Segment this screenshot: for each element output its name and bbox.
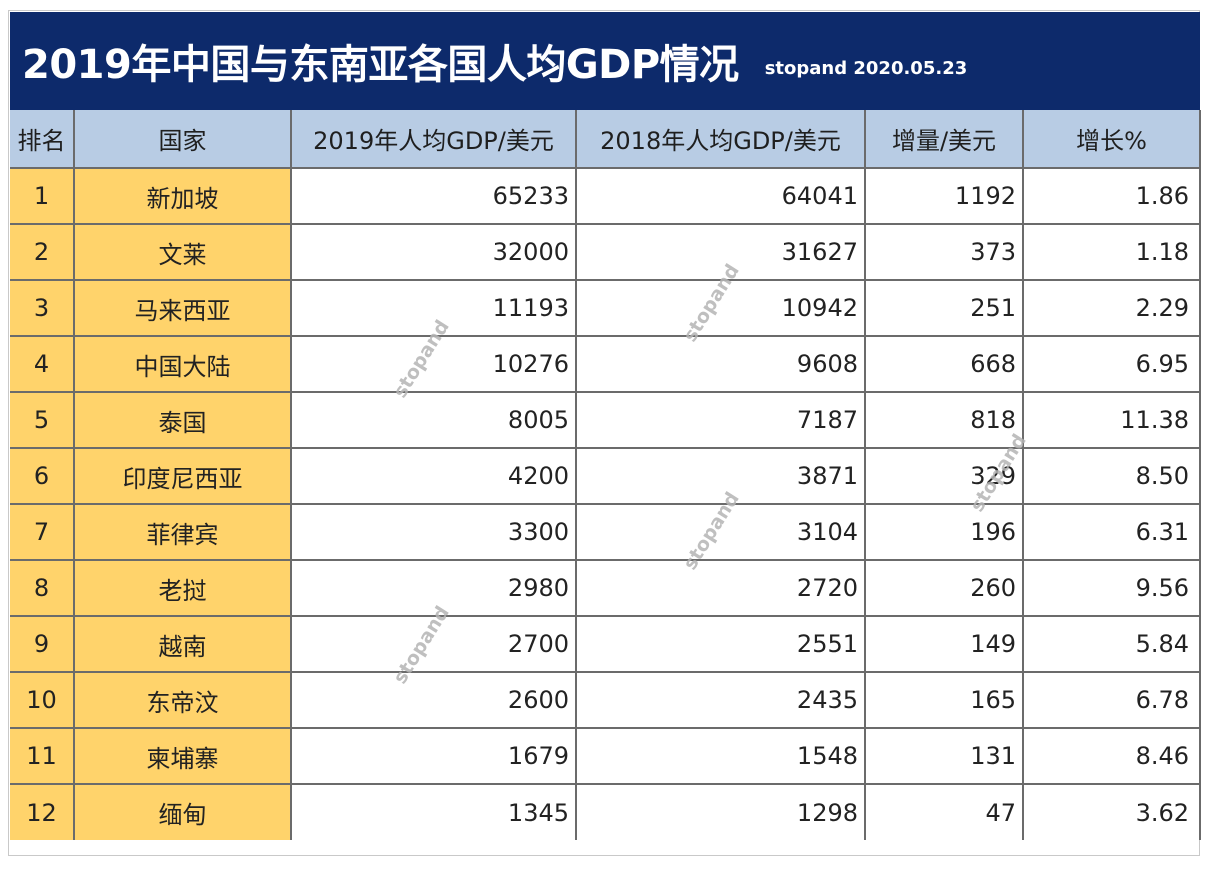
country-cell: 菲律宾: [74, 504, 292, 561]
column-header-increase: 增量/美元: [865, 110, 1024, 169]
table-row: 5 泰国 8005 7187 818 11.38: [10, 392, 1201, 449]
table-row: 12 缅甸 1345 1298 47 3.62: [10, 784, 1201, 840]
gdp-2019-cell: 8005: [291, 392, 577, 449]
increase-cell: 165: [865, 672, 1024, 729]
table-row: 2 文莱 32000 31627 373 1.18: [10, 224, 1201, 281]
growth-cell: 3.62: [1023, 784, 1201, 840]
gdp-2018-cell: 31627: [576, 224, 866, 281]
increase-cell: 131: [865, 728, 1024, 785]
increase-cell: 818: [865, 392, 1024, 449]
country-cell: 老挝: [74, 560, 292, 617]
table-header-row: 排名 国家 2019年人均GDP/美元 2018年人均GDP/美元 增量/美元 …: [10, 110, 1201, 169]
title-bar: 2019年中国与东南亚各国人均GDP情况 stopand 2020.05.23: [10, 12, 1200, 110]
growth-cell: 11.38: [1023, 392, 1201, 449]
gdp-2019-cell: 2600: [291, 672, 577, 729]
country-cell: 马来西亚: [74, 280, 292, 337]
gdp-2019-cell: 10276: [291, 336, 577, 393]
column-header-rank: 排名: [10, 110, 75, 169]
gdp-2018-cell: 1298: [576, 784, 866, 840]
increase-cell: 260: [865, 560, 1024, 617]
table-row: 1 新加坡 65233 64041 1192 1.86: [10, 168, 1201, 225]
growth-cell: 6.95: [1023, 336, 1201, 393]
chart-subtitle: stopand 2020.05.23: [764, 57, 968, 79]
gdp-2019-cell: 3300: [291, 504, 577, 561]
gdp-2018-cell: 2551: [576, 616, 866, 673]
rank-cell: 12: [10, 784, 75, 840]
table-body: 1 新加坡 65233 64041 1192 1.86 2 文莱 32000 3…: [10, 168, 1201, 840]
gdp-2018-cell: 2435: [576, 672, 866, 729]
rank-cell: 11: [10, 728, 75, 785]
rank-cell: 5: [10, 392, 75, 449]
country-cell: 柬埔寨: [74, 728, 292, 785]
rank-cell: 6: [10, 448, 75, 505]
table-row: 11 柬埔寨 1679 1548 131 8.46: [10, 728, 1201, 785]
increase-cell: 329: [865, 448, 1024, 505]
growth-cell: 1.86: [1023, 168, 1201, 225]
gdp-2019-cell: 32000: [291, 224, 577, 281]
rank-cell: 1: [10, 168, 75, 225]
growth-cell: 8.46: [1023, 728, 1201, 785]
table-row: 9 越南 2700 2551 149 5.84: [10, 616, 1201, 673]
column-header-gdp-2019: 2019年人均GDP/美元: [291, 110, 577, 169]
country-cell: 中国大陆: [74, 336, 292, 393]
gdp-2019-cell: 11193: [291, 280, 577, 337]
table-row: 3 马来西亚 11193 10942 251 2.29: [10, 280, 1201, 337]
rank-cell: 7: [10, 504, 75, 561]
gdp-2018-cell: 1548: [576, 728, 866, 785]
growth-cell: 2.29: [1023, 280, 1201, 337]
gdp-2018-cell: 10942: [576, 280, 866, 337]
rank-cell: 2: [10, 224, 75, 281]
table-row: 7 菲律宾 3300 3104 196 6.31: [10, 504, 1201, 561]
column-header-country: 国家: [74, 110, 292, 169]
growth-cell: 1.18: [1023, 224, 1201, 281]
gdp-table: 排名 国家 2019年人均GDP/美元 2018年人均GDP/美元 增量/美元 …: [10, 110, 1201, 840]
rank-cell: 10: [10, 672, 75, 729]
growth-cell: 9.56: [1023, 560, 1201, 617]
growth-cell: 5.84: [1023, 616, 1201, 673]
gdp-2018-cell: 3871: [576, 448, 866, 505]
increase-cell: 196: [865, 504, 1024, 561]
gdp-2018-cell: 64041: [576, 168, 866, 225]
country-cell: 新加坡: [74, 168, 292, 225]
growth-cell: 6.78: [1023, 672, 1201, 729]
increase-cell: 373: [865, 224, 1024, 281]
gdp-2018-cell: 9608: [576, 336, 866, 393]
rank-cell: 3: [10, 280, 75, 337]
gdp-2018-cell: 3104: [576, 504, 866, 561]
table-row: 4 中国大陆 10276 9608 668 6.95: [10, 336, 1201, 393]
rank-cell: 9: [10, 616, 75, 673]
column-header-gdp-2018: 2018年人均GDP/美元: [576, 110, 866, 169]
chart-title: 2019年中国与东南亚各国人均GDP情况: [22, 42, 739, 88]
increase-cell: 668: [865, 336, 1024, 393]
increase-cell: 1192: [865, 168, 1024, 225]
gdp-2018-cell: 2720: [576, 560, 866, 617]
gdp-2019-cell: 4200: [291, 448, 577, 505]
country-cell: 文莱: [74, 224, 292, 281]
gdp-2019-cell: 1679: [291, 728, 577, 785]
table-row: 6 印度尼西亚 4200 3871 329 8.50: [10, 448, 1201, 505]
increase-cell: 47: [865, 784, 1024, 840]
growth-cell: 6.31: [1023, 504, 1201, 561]
rank-cell: 8: [10, 560, 75, 617]
rank-cell: 4: [10, 336, 75, 393]
country-cell: 印度尼西亚: [74, 448, 292, 505]
country-cell: 越南: [74, 616, 292, 673]
column-header-growth: 增长%: [1023, 110, 1201, 169]
table-row: 8 老挝 2980 2720 260 9.56: [10, 560, 1201, 617]
country-cell: 缅甸: [74, 784, 292, 840]
increase-cell: 251: [865, 280, 1024, 337]
gdp-2019-cell: 65233: [291, 168, 577, 225]
gdp-2019-cell: 2980: [291, 560, 577, 617]
increase-cell: 149: [865, 616, 1024, 673]
gdp-2019-cell: 2700: [291, 616, 577, 673]
gdp-2019-cell: 1345: [291, 784, 577, 840]
table-row: 10 东帝汶 2600 2435 165 6.78: [10, 672, 1201, 729]
growth-cell: 8.50: [1023, 448, 1201, 505]
country-cell: 东帝汶: [74, 672, 292, 729]
country-cell: 泰国: [74, 392, 292, 449]
gdp-2018-cell: 7187: [576, 392, 866, 449]
